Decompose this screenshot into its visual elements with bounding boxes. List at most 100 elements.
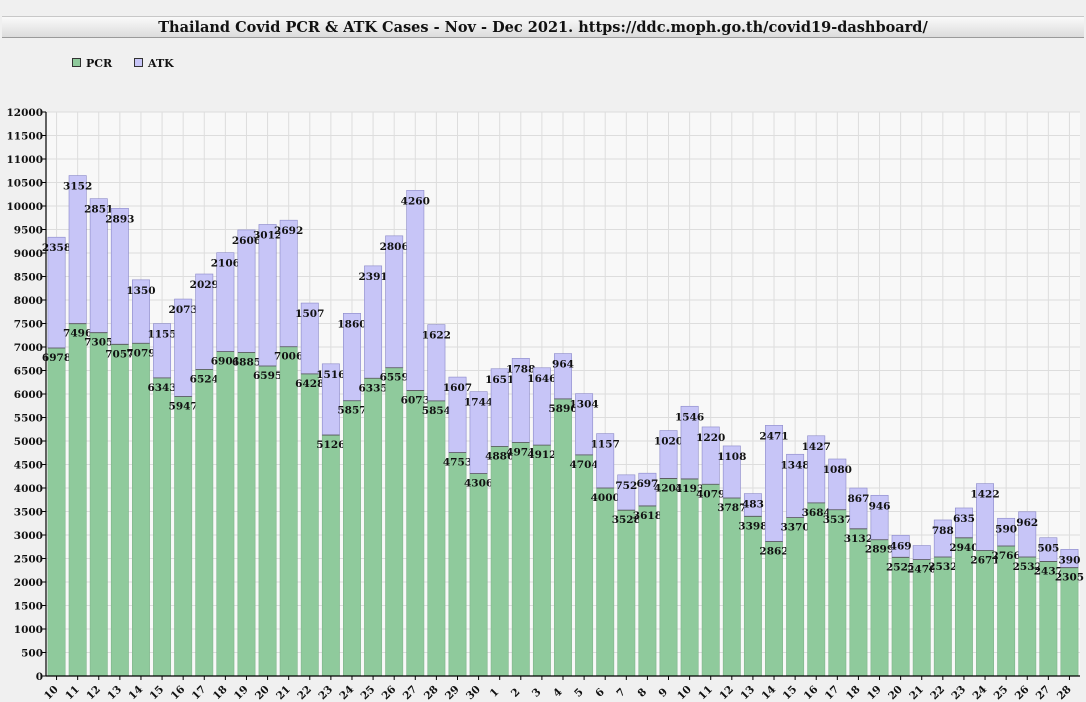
atk-value-label: 2806	[380, 241, 409, 253]
legend-label-pcr: PCR	[86, 57, 113, 70]
y-tick-label: 500	[21, 648, 43, 660]
atk-value-label: 1304	[569, 399, 598, 411]
x-tick-label: 9	[657, 686, 671, 700]
x-tick-label: 28	[422, 683, 441, 702]
bar-atk	[385, 235, 404, 369]
pcr-value-label: 2437	[1034, 565, 1063, 577]
pcr-value-label: 6901	[211, 356, 240, 368]
pcr-value-label: 6428	[295, 378, 324, 390]
legend-item-pcr: PCR	[72, 57, 112, 70]
pcr-value-label: 5896	[548, 403, 577, 415]
bar-pcr	[490, 446, 509, 677]
pcr-value-label: 4971	[506, 446, 535, 458]
bar-pcr	[279, 346, 298, 677]
y-tick-label: 4000	[14, 483, 43, 495]
x-tick-label: 5	[572, 686, 586, 700]
atk-value-label: 505	[1037, 543, 1059, 555]
atk-value-label: 1155	[147, 329, 176, 341]
x-tick-label: 30	[464, 683, 483, 702]
y-tick-label: 3500	[14, 507, 43, 519]
atk-value-label: 962	[1016, 517, 1038, 529]
atk-value-label: 697	[636, 478, 658, 490]
atk-value-label: 1422	[970, 489, 999, 501]
y-tick-label: 6000	[14, 389, 43, 401]
atk-value-label: 1080	[823, 464, 852, 476]
bar-pcr	[216, 351, 235, 677]
bar-pcr	[469, 473, 488, 677]
pcr-value-label: 2532	[928, 561, 957, 573]
pcr-value-label: 7006	[274, 351, 303, 363]
y-tick-label: 10500	[6, 178, 43, 190]
y-tick-label: 11500	[6, 131, 43, 143]
bar-pcr	[912, 559, 931, 677]
pcr-value-label: 4306	[464, 478, 493, 490]
atk-value-label: 469	[890, 540, 912, 552]
x-tick-label: 11	[63, 683, 82, 702]
x-tick-label: 12	[84, 683, 103, 702]
x-tick-label: 14	[759, 683, 778, 702]
y-tick-label: 4500	[14, 460, 43, 472]
atk-value-label: 1651	[485, 374, 514, 386]
x-tick-label: 29	[443, 683, 462, 702]
atk-value-label: 3012	[253, 229, 282, 241]
chart-title: Thailand Covid PCR & ATK Cases - Nov - D…	[2, 16, 1084, 38]
pcr-value-label: 6343	[147, 382, 176, 394]
x-tick-label: 15	[148, 683, 167, 702]
x-tick-label: 12	[717, 683, 736, 702]
bar-atk	[912, 545, 931, 560]
bar-pcr	[89, 332, 108, 677]
x-tick-label: 11	[696, 683, 715, 702]
y-tick-label: 5000	[14, 436, 43, 448]
pcr-value-label: 2862	[759, 545, 788, 557]
atk-value-label: 1350	[126, 285, 155, 297]
pcr-value-label: 3618	[633, 510, 662, 522]
x-tick-label: 25	[992, 683, 1011, 702]
x-tick-label: 10	[675, 683, 694, 702]
atk-value-label: 1788	[506, 363, 535, 375]
bar-pcr	[321, 434, 340, 677]
bar-atk	[237, 229, 256, 353]
pcr-value-label: 6073	[401, 395, 430, 407]
pcr-value-label: 3370	[781, 522, 810, 534]
y-tick-label: 2000	[14, 577, 43, 589]
x-tick-label: 2	[509, 686, 523, 700]
y-tick-label: 6500	[14, 366, 43, 378]
bar-pcr	[933, 556, 952, 677]
atk-value-label: 1108	[717, 451, 746, 463]
bar-pcr	[1060, 567, 1079, 677]
legend: PCR ATK	[72, 57, 192, 70]
x-tick-label: 14	[126, 683, 145, 702]
y-tick-label: 8500	[14, 272, 43, 284]
pcr-value-label: 6559	[380, 372, 409, 384]
pcr-value-label: 4704	[569, 459, 598, 471]
y-tick-label: 1500	[14, 601, 43, 613]
pcr-value-label: 2899	[865, 544, 894, 556]
atk-value-label: 1516	[316, 369, 345, 381]
x-tick-label: 23	[316, 683, 335, 702]
x-tick-label: 22	[295, 683, 314, 702]
atk-value-label: 2029	[190, 279, 219, 291]
atk-value-label: 1744	[464, 397, 493, 409]
atk-value-label: 1220	[696, 432, 725, 444]
atk-value-label: 390	[1058, 554, 1080, 566]
bar-pcr	[406, 390, 425, 677]
y-tick-label: 9500	[14, 225, 43, 237]
x-tick-label: 8	[635, 686, 649, 700]
atk-value-label: 483	[742, 499, 764, 511]
x-tick-label: 18	[211, 683, 230, 702]
atk-value-label: 1348	[781, 459, 810, 471]
y-tick-label: 8000	[14, 295, 43, 307]
pcr-value-label: 3684	[802, 507, 831, 519]
pcr-value-label: 3528	[612, 514, 641, 526]
pcr-value-label: 7496	[63, 328, 92, 340]
pcr-value-label: 2532	[1013, 561, 1042, 573]
bar-atk	[68, 175, 87, 324]
bar-atk	[279, 219, 298, 348]
x-tick-label: 17	[190, 683, 209, 702]
pcr-value-label: 6978	[42, 352, 71, 364]
x-tick-label: 22	[928, 683, 947, 702]
pcr-value-label: 4203	[654, 482, 683, 494]
bar-atk	[258, 224, 277, 367]
pcr-value-label: 4912	[527, 449, 556, 461]
